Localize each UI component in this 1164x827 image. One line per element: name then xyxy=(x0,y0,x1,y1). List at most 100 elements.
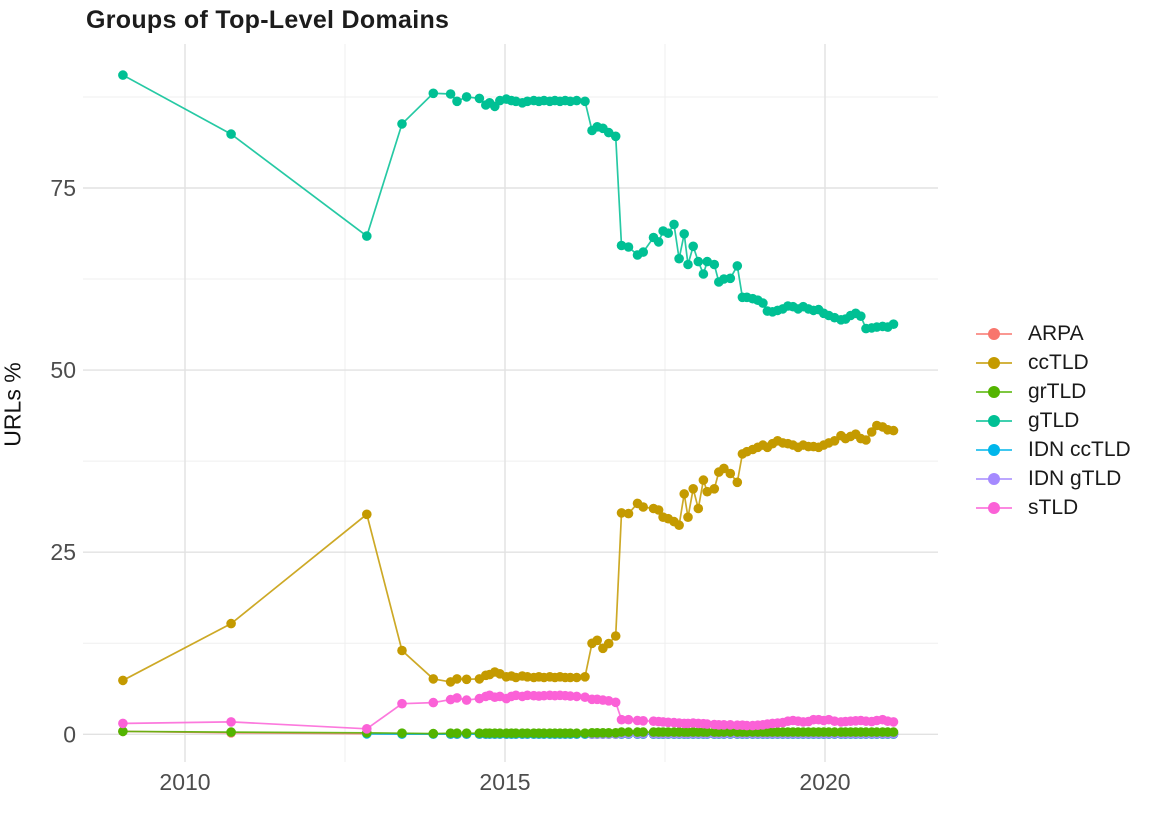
gridlines xyxy=(83,44,938,762)
legend-key-icon xyxy=(976,443,1012,456)
data-point xyxy=(638,716,648,726)
data-point xyxy=(653,505,664,515)
data-point xyxy=(571,691,582,702)
data-point xyxy=(725,720,736,730)
data-point xyxy=(888,319,899,330)
data-point xyxy=(610,631,621,641)
data-point xyxy=(397,119,407,129)
data-point xyxy=(362,509,372,520)
x-tick-label: 2010 xyxy=(159,769,210,795)
data-point xyxy=(693,503,704,514)
data-point xyxy=(888,717,899,727)
data-point xyxy=(888,727,899,737)
data-point xyxy=(638,247,648,257)
data-point xyxy=(452,693,462,703)
data-point xyxy=(856,311,866,322)
legend-item-idn-gtld: IDN gTLD xyxy=(976,464,1131,493)
data-point xyxy=(580,728,590,738)
x-tick-label: 2020 xyxy=(799,769,850,795)
series-stld xyxy=(118,690,899,734)
legend-item-stld: sTLD xyxy=(976,493,1131,522)
x-tick-label: 2015 xyxy=(479,769,530,795)
data-point xyxy=(461,92,472,102)
data-point xyxy=(725,468,736,479)
data-point xyxy=(452,674,462,684)
data-point xyxy=(226,618,236,629)
data-point xyxy=(638,502,648,512)
data-point xyxy=(452,728,462,738)
data-point xyxy=(725,727,736,737)
data-point xyxy=(616,727,627,737)
data-point xyxy=(428,88,439,99)
data-point xyxy=(571,672,582,683)
legend-label: grTLD xyxy=(1028,379,1087,403)
data-point xyxy=(397,698,407,709)
data-point xyxy=(118,726,128,737)
data-point xyxy=(688,484,698,494)
legend-key-icon xyxy=(976,327,1012,340)
series-cctld xyxy=(118,420,899,687)
data-point xyxy=(638,727,648,737)
legend-label: IDN gTLD xyxy=(1028,466,1122,490)
data-point xyxy=(580,672,590,682)
data-point xyxy=(623,727,634,737)
legend-label: sTLD xyxy=(1028,495,1079,519)
data-point xyxy=(118,675,128,686)
data-point xyxy=(445,89,456,99)
legend-item-gtld: gTLD xyxy=(976,406,1131,435)
data-point xyxy=(610,131,621,142)
data-point xyxy=(688,241,698,252)
data-point xyxy=(669,219,679,230)
legend-key-icon xyxy=(976,356,1012,369)
data-point xyxy=(674,253,684,264)
data-point xyxy=(603,638,614,649)
data-point xyxy=(829,436,840,446)
legend-item-idn-cctld: IDN ccTLD xyxy=(976,435,1131,464)
data-point xyxy=(861,435,871,445)
data-point xyxy=(362,231,372,241)
legend-item-arpa: ARPA xyxy=(976,319,1131,348)
y-tick-label: 0 xyxy=(63,721,76,747)
legend-item-grtld: grTLD xyxy=(976,377,1131,406)
data-point xyxy=(428,697,439,708)
legend-label: gTLD xyxy=(1028,408,1080,432)
legend: ARPA ccTLD grTLD gTLD IDN ccTLD IDN gTLD sTLD xyxy=(976,319,1131,522)
data-point xyxy=(118,70,128,80)
data-point xyxy=(226,727,236,737)
data-point xyxy=(683,259,693,270)
chart-title: Groups of Top-Level Domains xyxy=(86,6,450,34)
data-point xyxy=(461,695,472,705)
data-point xyxy=(653,237,664,247)
data-point xyxy=(580,96,590,107)
data-point xyxy=(571,95,582,106)
data-point xyxy=(702,719,712,729)
data-point xyxy=(719,463,729,474)
data-point xyxy=(709,484,720,494)
data-point xyxy=(623,508,634,519)
series-gtld xyxy=(118,70,899,334)
data-point xyxy=(709,259,720,270)
data-point xyxy=(226,717,236,727)
data-point xyxy=(674,520,684,530)
data-point xyxy=(571,728,582,738)
data-point xyxy=(362,724,372,734)
legend-key-icon xyxy=(976,385,1012,398)
series-line-gtld xyxy=(122,74,894,330)
data-point xyxy=(866,427,877,437)
series-grtld xyxy=(118,726,899,739)
data-point xyxy=(758,298,768,308)
data-point xyxy=(732,477,743,488)
legend-key-icon xyxy=(976,472,1012,485)
data-point xyxy=(474,93,485,104)
data-point xyxy=(683,512,693,522)
data-point xyxy=(118,718,128,729)
legend-label: IDN ccTLD xyxy=(1028,437,1131,461)
data-point xyxy=(397,728,407,738)
legend-item-cctld: ccTLD xyxy=(976,348,1131,377)
data-point xyxy=(702,727,712,737)
data-point xyxy=(461,728,472,738)
data-point xyxy=(623,714,634,725)
data-point xyxy=(616,508,627,518)
